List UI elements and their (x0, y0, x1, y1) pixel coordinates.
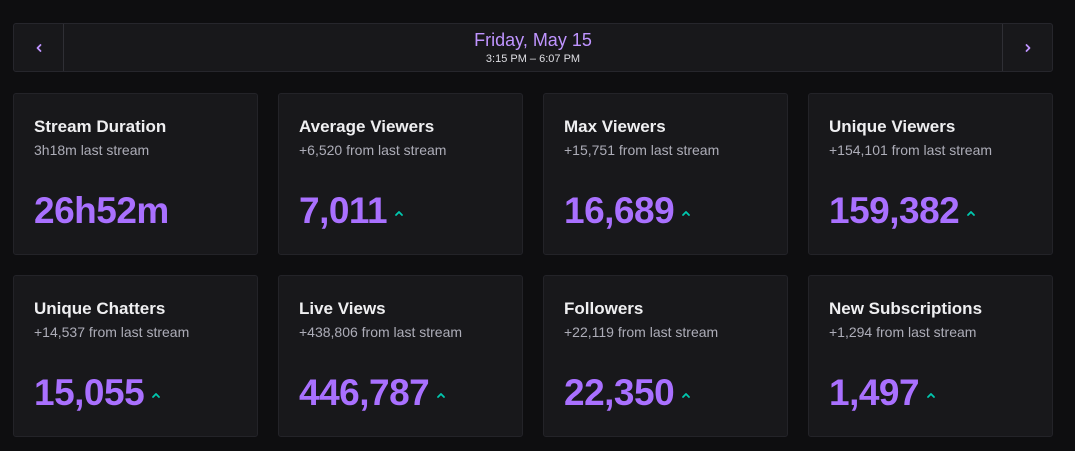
trend-up-icon (152, 393, 161, 398)
trend-up-icon (682, 211, 691, 216)
trend-up-icon (927, 393, 935, 398)
stat-value-row: 26h52m (34, 190, 169, 232)
stat-card-unique-viewers: Unique Viewers +154,101 from last stream… (808, 93, 1053, 255)
trend-up-icon (437, 393, 446, 398)
stat-card-unique-chatters: Unique Chatters +14,537 from last stream… (13, 275, 258, 437)
stat-value-row: 159,382 (829, 190, 976, 232)
stat-comparison: +1,294 from last stream (829, 324, 977, 340)
stat-value-row: 446,787 (299, 372, 446, 414)
stat-title: Live Views (299, 299, 386, 318)
stats-grid: Stream Duration 3h18m last stream 26h52m… (13, 93, 1053, 437)
stat-card-live-views: Live Views +438,806 from last stream 446… (278, 275, 523, 437)
trend-up-icon (395, 211, 403, 216)
stat-value-row: 16,689 (564, 190, 691, 232)
stat-title: Followers (564, 299, 644, 318)
stat-card-followers: Followers +22,119 from last stream 22,35… (543, 275, 788, 437)
stat-value: 446,787 (299, 372, 430, 413)
stat-title: Average Viewers (299, 117, 435, 136)
stat-card-average-viewers: Average Viewers +6,520 from last stream … (278, 93, 523, 255)
stat-card-stream-duration: Stream Duration 3h18m last stream 26h52m (13, 93, 258, 255)
stat-comparison: +6,520 from last stream (299, 142, 447, 158)
stat-value: 22,350 (564, 372, 675, 413)
date-title: Friday, May 15 (474, 30, 592, 50)
date-navigator: Friday, May 15 3:15 PM – 6:07 PM (13, 23, 1053, 72)
stat-title: Unique Viewers (829, 117, 956, 136)
stat-value: 16,689 (564, 190, 675, 231)
stat-title: Max Viewers (564, 117, 666, 136)
stat-comparison: +14,537 from last stream (34, 324, 190, 340)
stat-title: Stream Duration (34, 117, 167, 136)
stat-value: 26h52m (34, 190, 169, 231)
stat-value-row: 1,497 (829, 372, 936, 414)
stat-value: 15,055 (34, 372, 145, 413)
stat-comparison: +438,806 from last stream (299, 324, 463, 340)
stat-value: 7,011 (299, 190, 388, 231)
trend-up-icon (967, 211, 976, 216)
stat-value-row: 15,055 (34, 372, 161, 414)
stat-comparison: +154,101 from last stream (829, 142, 993, 158)
stat-comparison: +15,751 from last stream (564, 142, 720, 158)
stat-card-max-viewers: Max Viewers +15,751 from last stream 16,… (543, 93, 788, 255)
next-date-button[interactable] (1002, 24, 1052, 71)
stat-comparison: +22,119 from last stream (564, 324, 719, 340)
stat-title: Unique Chatters (34, 299, 166, 318)
date-display: Friday, May 15 3:15 PM – 6:07 PM (64, 24, 1002, 71)
chevron-left-icon (36, 43, 41, 52)
time-range: 3:15 PM – 6:07 PM (485, 53, 581, 65)
stat-comparison: 3h18m last stream (34, 142, 150, 158)
chevron-right-icon (1025, 43, 1030, 52)
stat-value-row: 7,011 (299, 190, 404, 232)
trend-up-icon (682, 393, 691, 398)
stat-title: New Subscriptions (829, 299, 983, 318)
stat-value: 159,382 (829, 190, 960, 231)
previous-date-button[interactable] (14, 24, 64, 71)
stat-card-new-subscriptions: New Subscriptions +1,294 from last strea… (808, 275, 1053, 437)
stat-value: 1,497 (829, 372, 920, 413)
stat-value-row: 22,350 (564, 372, 691, 414)
